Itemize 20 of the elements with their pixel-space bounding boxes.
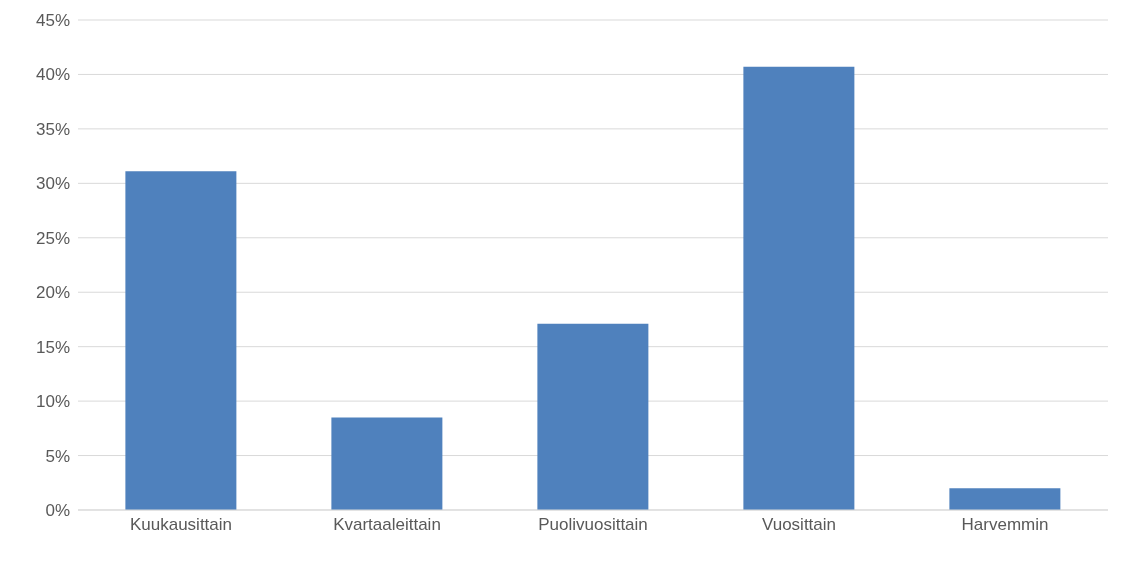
y-tick-label: 35% [35,119,70,139]
x-tick-label: Kvartaaleittain [333,515,441,535]
bar [125,171,237,510]
y-tick-label: 20% [35,283,70,303]
x-tick-label: Kuukausittain [129,515,233,535]
y-tick-label: 30% [35,174,70,194]
bar [743,66,855,510]
y-tick-label: 15% [35,337,70,357]
bar [331,417,443,510]
y-tick-label: 0% [45,501,70,521]
bar [537,323,649,510]
x-tick-label: Harvemmin [961,515,1049,535]
y-tick-label: 5% [45,446,70,466]
x-tick-label: Puolivuosittain [538,515,648,535]
y-tick-label: 10% [35,392,70,412]
y-tick-label: 40% [35,65,70,85]
y-tick-label: 45% [35,11,70,31]
x-tick-label: Vuosittain [761,515,837,535]
bar [949,488,1061,510]
y-tick-label: 25% [35,228,70,248]
